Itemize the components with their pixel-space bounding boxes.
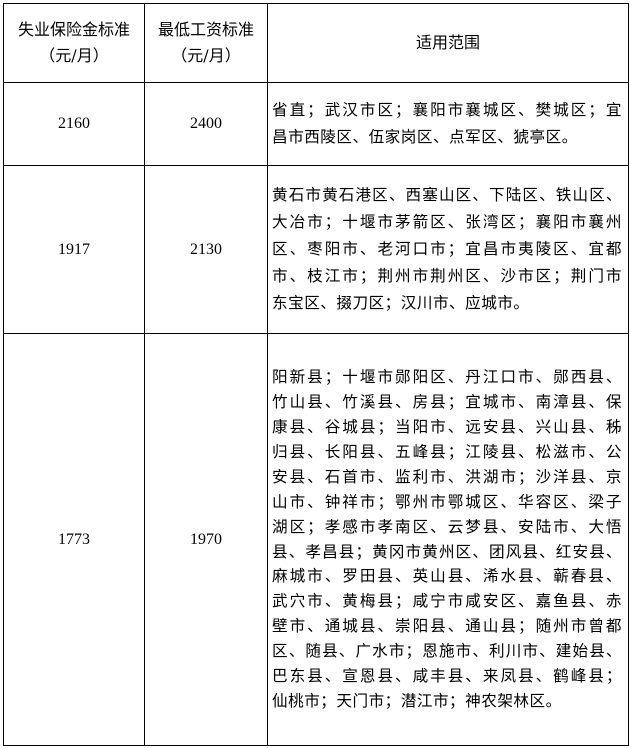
scope-line: 安县、石首市、监利市、洪湖市；沙洋县、京: [272, 467, 622, 486]
scope-cell: 阳新县；十堰市郧阳区、丹江口市、郧西县、 竹山县、竹溪县、房县；宜城市、南漳县、保…: [267, 333, 629, 746]
scope-line: 康县、谷城县；当阳市、远安县、兴山县、秭: [272, 417, 622, 436]
scope-line: 省直；武汉市区；襄阳市襄城区、樊城区；宜: [272, 101, 622, 119]
scope-line: 东宝区、掇刀区；汉川市、应城市。: [272, 294, 530, 312]
scope-line: 昌市西陵区、伍家岗区、点军区、猇亭区。: [272, 128, 578, 146]
header-unit: （元/月）: [39, 46, 109, 65]
header-min-wage: 最低工资标准 （元/月）: [144, 3, 268, 83]
scope-cell: 黄石市黄石港区、西塞山区、下陆区、铁山区、 大冶市；十堰市茅箭区、张湾区；襄阳市襄…: [267, 165, 629, 334]
unemployment-cell: 2160: [3, 82, 145, 166]
scope-line: 阳新县；十堰市郧阳区、丹江口市、郧西县、: [272, 368, 622, 387]
scope-line: 壁市、通城县、崇阳县、通山县；随州市曾都: [272, 617, 622, 636]
header-unit: （元/月）: [171, 46, 241, 65]
unemployment-cell: 1917: [3, 165, 145, 334]
table-row: 1773 1970 阳新县；十堰市郧阳区、丹江口市、郧西县、 竹山县、竹溪县、房县…: [3, 333, 629, 746]
table-row: 2160 2400 省直；武汉市区；襄阳市襄城区、樊城区；宜 昌市西陵区、伍家岗区…: [3, 82, 629, 166]
min-wage-cell: 2400: [144, 82, 268, 166]
scope-line: 县、孝昌县；黄冈市黄州区、团风县、红安县、: [272, 542, 622, 561]
header-scope: 适用范围: [267, 3, 629, 83]
header-unemployment: 失业保险金标准 （元/月）: [3, 3, 145, 83]
scope-cell: 省直；武汉市区；襄阳市襄城区、樊城区；宜 昌市西陵区、伍家岗区、点军区、猇亭区。: [267, 82, 629, 166]
header-text: 失业保险金标准: [17, 20, 130, 39]
min-wage-cell: 2130: [144, 165, 268, 334]
header-text: 最低工资标准: [157, 20, 254, 39]
scope-line: 区、随县、广水市；恩施市、利川市、建始县、: [272, 642, 622, 661]
scope-line: 仙桃市；天门市；潜江市；神农架林区。: [272, 691, 562, 710]
scope-line: 麻城市、罗田县、英山县、浠水县、蕲春县、: [272, 567, 622, 586]
scope-line: 湖区；孝感市孝南区、云梦县、安陆市、大悟: [272, 517, 622, 536]
header-text: 适用范围: [415, 33, 480, 52]
table-row: 1917 2130 黄石市黄石港区、西塞山区、下陆区、铁山区、 大冶市；十堰市茅箭…: [3, 165, 629, 334]
scope-line: 山市、钟祥市；鄂州市鄂城区、华容区、梁子: [272, 492, 622, 511]
header-row: 失业保险金标准 （元/月） 最低工资标准 （元/月） 适用范围: [3, 3, 629, 83]
min-wage-cell: 1970: [144, 333, 268, 746]
scope-line: 武穴市、黄梅县；咸宁市咸安区、嘉鱼县、赤: [272, 592, 622, 611]
scope-line: 市、枝江市；荆州市荆州区、沙市区；荆门市: [272, 267, 622, 285]
scope-line: 竹山县、竹溪县、房县；宜城市、南漳县、保: [272, 393, 622, 412]
scope-line: 大冶市；十堰市茅箭区、张湾区；襄阳市襄州: [272, 213, 622, 231]
scope-line: 巴东县、宣恩县、咸丰县、来凤县、鹤峰县；: [272, 667, 622, 686]
scope-line: 黄石市黄石港区、西塞山区、下陆区、铁山区、: [272, 186, 622, 204]
scope-line: 区、枣阳市、老河口市；宜昌市夷陵区、宜都: [272, 240, 622, 258]
wage-standards-table: 失业保险金标准 （元/月） 最低工资标准 （元/月） 适用范围 2160 240…: [3, 3, 629, 746]
scope-line: 归县、长阳县、五峰县；江陵县、松滋市、公: [272, 442, 622, 461]
unemployment-cell: 1773: [3, 333, 145, 746]
